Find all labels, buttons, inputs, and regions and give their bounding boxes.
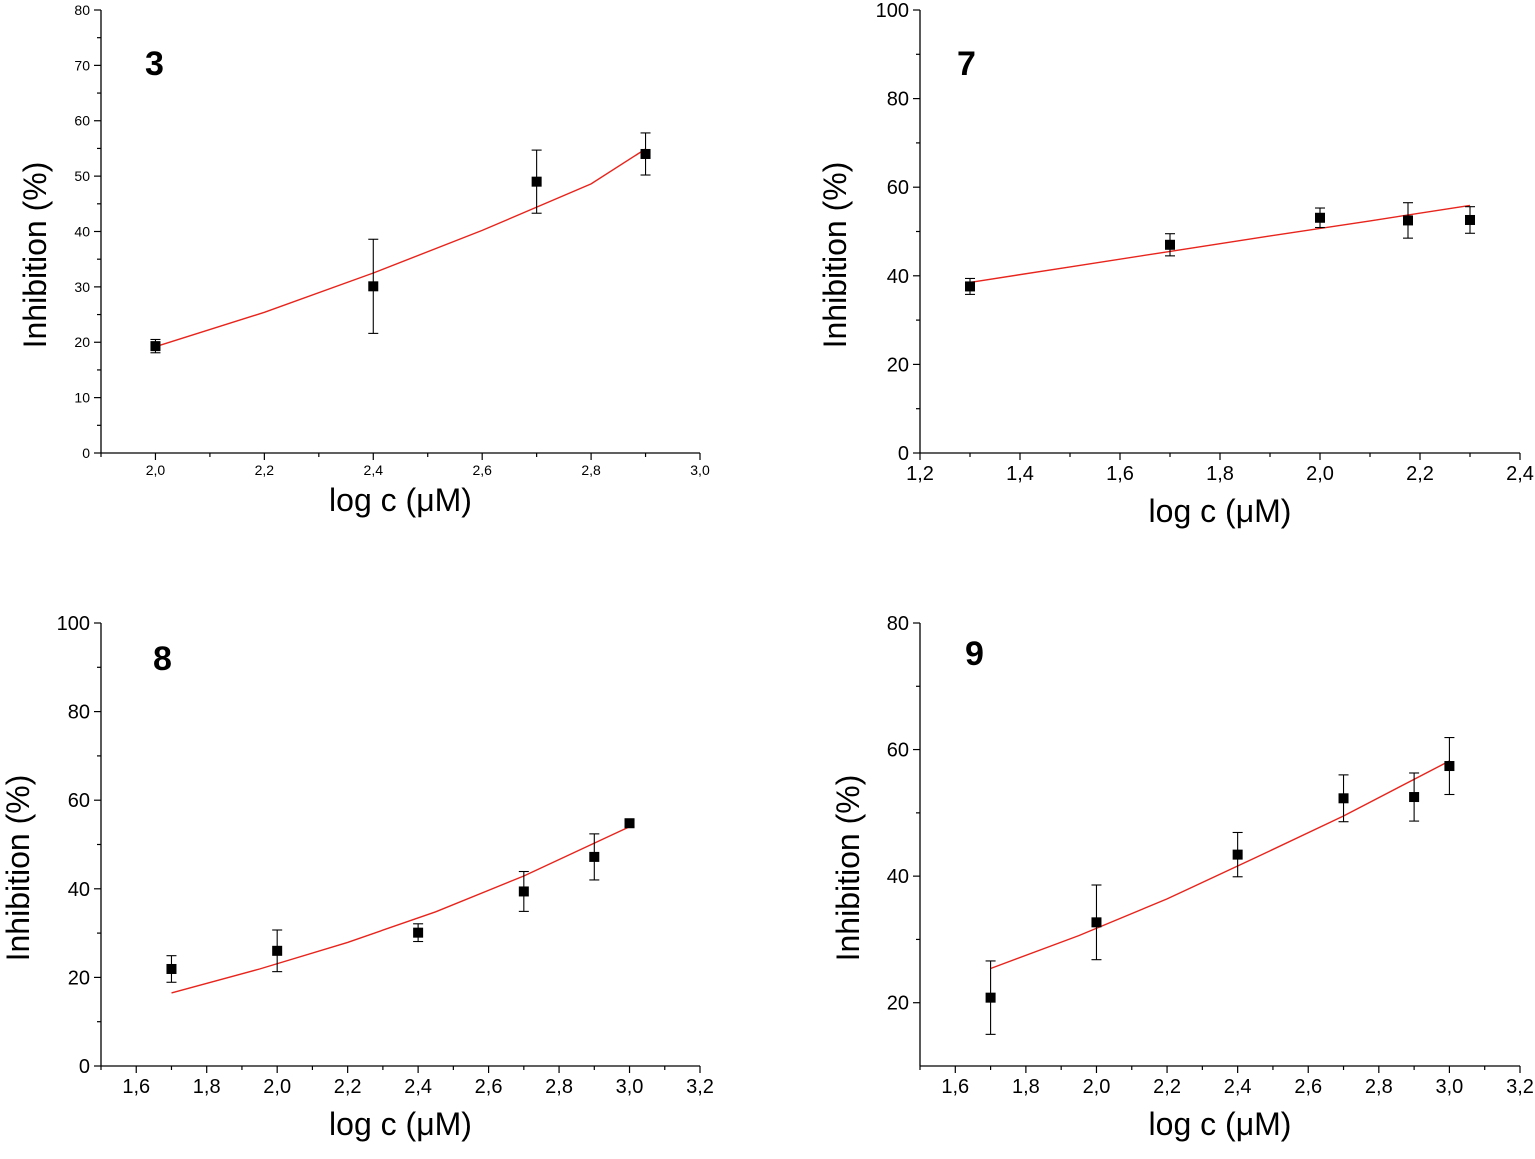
- x-tick-label: 1,4: [1006, 463, 1034, 485]
- x-tick-label: 1,8: [1012, 1076, 1040, 1098]
- y-tick-label: 40: [68, 879, 90, 901]
- x-tick-label: 2,4: [404, 1076, 432, 1098]
- y-tick-label: 100: [876, 0, 909, 22]
- y-axis-label: Inhibition (%): [817, 162, 853, 349]
- data-point: [1403, 215, 1413, 226]
- y-tick-label: 20: [887, 354, 909, 376]
- x-tick-label: 2,4: [1224, 1076, 1252, 1098]
- panel-label: 9: [965, 635, 984, 673]
- x-tick-label: 3,0: [1436, 1076, 1464, 1098]
- x-tick-label: 2,0: [1306, 463, 1334, 485]
- x-tick-label: 2,4: [364, 462, 384, 478]
- y-tick-label: 0: [898, 443, 909, 465]
- y-axis-label: Inhibition (%): [830, 775, 866, 962]
- data-point: [368, 281, 379, 292]
- panel-label: 7: [957, 45, 976, 83]
- data-point: [1091, 917, 1102, 928]
- x-tick-label: 2,0: [263, 1076, 291, 1098]
- data-point: [624, 818, 635, 829]
- data-point: [985, 992, 996, 1003]
- x-tick-label: 2,8: [581, 462, 601, 478]
- x-tick-label: 2,2: [334, 1076, 362, 1098]
- y-tick-label: 50: [74, 168, 90, 184]
- x-tick-label: 2,6: [1294, 1076, 1322, 1098]
- y-tick-label: 0: [79, 1056, 90, 1078]
- data-point: [413, 927, 424, 938]
- x-tick-label: 2,2: [255, 462, 275, 478]
- x-tick-label: 1,8: [1206, 463, 1234, 485]
- chart-panel-8: 0 20 40 60 80 100 1,6 1,8 2,0 2,2 2,4 2,6 2,8 3,0 3,2 l…: [0, 613, 714, 1142]
- data-point: [150, 341, 161, 352]
- panel-label: 3: [145, 45, 164, 83]
- x-axis-label: log c (μM): [329, 482, 472, 518]
- data-point: [1465, 214, 1475, 225]
- fit-curve: [171, 826, 630, 994]
- x-tick-label: 3,0: [616, 1076, 644, 1098]
- y-tick-label: 20: [887, 993, 909, 1015]
- panel-label: 8: [153, 640, 172, 678]
- x-tick-label: 3,2: [1506, 1076, 1534, 1098]
- x-tick-label: 2,2: [1153, 1076, 1181, 1098]
- x-axis-label: log c (μM): [1149, 493, 1292, 529]
- data-point: [1444, 761, 1455, 772]
- chart-panel-7: 0 20 40 60 80 100 1,2 1,4 1,6 1,8 2,0 2,2 2,4 log c (…: [817, 0, 1534, 529]
- y-tick-label: 40: [74, 223, 90, 239]
- y-tick-label: 80: [887, 613, 909, 635]
- x-tick-label: 2,0: [146, 462, 166, 478]
- y-tick-label: 20: [74, 334, 90, 350]
- x-axis-label: log c (μM): [329, 1106, 472, 1142]
- x-tick-label: 3,2: [686, 1076, 714, 1098]
- x-tick-label: 1,6: [1106, 463, 1134, 485]
- x-axis-label: log c (μM): [1149, 1106, 1292, 1142]
- data-point: [640, 148, 651, 159]
- x-tick-label: 2,2: [1406, 463, 1434, 485]
- y-tick-label: 10: [74, 390, 90, 406]
- y-tick-label: 80: [74, 2, 90, 18]
- data-point: [1409, 792, 1420, 803]
- y-tick-label: 80: [68, 702, 90, 724]
- y-tick-label: 40: [887, 866, 909, 888]
- y-tick-label: 60: [74, 113, 90, 129]
- x-tick-label: 1,8: [193, 1076, 221, 1098]
- y-axis-label: Inhibition (%): [17, 162, 53, 349]
- y-tick-label: 100: [57, 613, 90, 635]
- y-tick-label: 60: [887, 740, 909, 762]
- chart-panel-9: 20 40 60 80 1,6 1,8 2,0 2,2 2,4 2,6 2,8 3,0 3,2 log c…: [830, 613, 1534, 1142]
- x-tick-label: 2,6: [472, 462, 492, 478]
- x-tick-label: 1,2: [906, 463, 934, 485]
- y-tick-label: 60: [68, 790, 90, 812]
- x-tick-label: 3,0: [690, 462, 710, 478]
- y-tick-label: 30: [74, 279, 90, 295]
- data-point: [272, 945, 283, 956]
- y-axis-label: Inhibition (%): [0, 775, 36, 962]
- y-tick-label: 20: [68, 967, 90, 989]
- x-tick-label: 1,6: [941, 1076, 969, 1098]
- data-point: [166, 963, 177, 974]
- y-tick-label: 40: [887, 266, 909, 288]
- x-tick-label: 2,8: [1365, 1076, 1393, 1098]
- x-tick-label: 2,0: [1083, 1076, 1111, 1098]
- data-point: [1315, 212, 1325, 223]
- data-point: [589, 851, 600, 862]
- x-tick-label: 2,8: [545, 1076, 573, 1098]
- x-tick-label: 1,6: [122, 1076, 150, 1098]
- fit-curve: [990, 760, 1450, 970]
- chart-panel-3: 0 10 20 30 40 50 60 70 80 2,0 2,2 2,4 2,6 2,8 3,0 log c…: [17, 2, 710, 518]
- data-point: [1338, 793, 1349, 804]
- y-tick-label: 80: [887, 89, 909, 111]
- fit-curve: [969, 204, 1471, 284]
- data-point: [1232, 849, 1243, 860]
- data-point: [531, 176, 542, 187]
- data-point: [518, 886, 529, 897]
- x-tick-label: 2,6: [475, 1076, 503, 1098]
- x-tick-label: 2,4: [1506, 463, 1534, 485]
- y-tick-label: 70: [74, 57, 90, 73]
- y-tick-label: 60: [887, 177, 909, 199]
- data-point: [965, 281, 975, 292]
- data-point: [1165, 239, 1175, 250]
- fit-curve: [155, 148, 646, 348]
- y-tick-label: 0: [82, 445, 90, 461]
